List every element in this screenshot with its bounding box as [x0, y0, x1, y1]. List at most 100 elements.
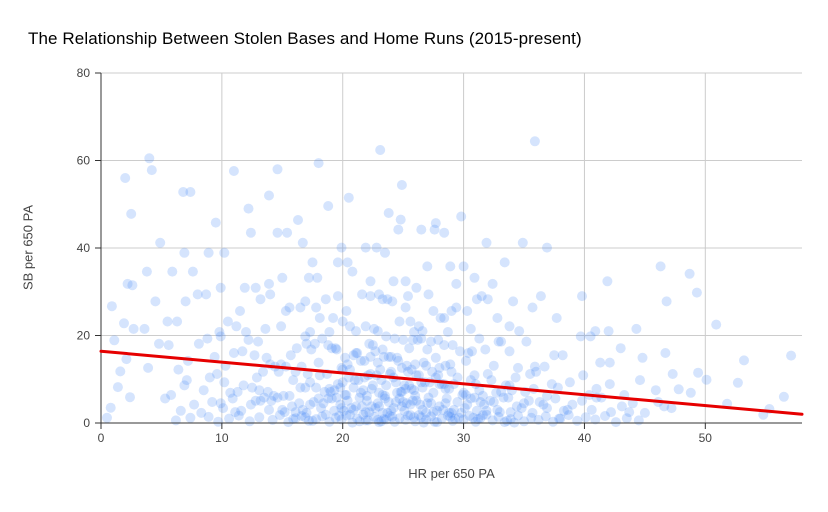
- data-point: [621, 413, 632, 424]
- data-point: [604, 357, 615, 368]
- data-point: [342, 257, 353, 268]
- data-point: [203, 247, 214, 258]
- data-point: [311, 382, 322, 393]
- data-point: [388, 276, 399, 287]
- data-point: [300, 382, 311, 393]
- data-point: [488, 360, 499, 371]
- data-point: [388, 403, 399, 414]
- data-point: [193, 338, 204, 349]
- data-point: [513, 410, 523, 421]
- data-point: [163, 340, 174, 351]
- data-point: [440, 398, 451, 409]
- data-point: [323, 201, 334, 211]
- data-point: [392, 352, 403, 363]
- data-point: [538, 399, 549, 410]
- data-point: [446, 366, 457, 377]
- data-point: [416, 333, 427, 344]
- data-point: [187, 266, 198, 277]
- data-point: [416, 224, 427, 235]
- data-point: [141, 266, 152, 277]
- data-point: [346, 403, 357, 414]
- data-point: [354, 392, 365, 403]
- data-point: [684, 268, 695, 279]
- data-point: [340, 352, 351, 363]
- data-point: [422, 344, 433, 355]
- data-point: [600, 411, 610, 421]
- data-point: [474, 333, 485, 344]
- data-point: [255, 395, 266, 406]
- data-point: [442, 327, 453, 337]
- data-point: [551, 313, 562, 323]
- data-point: [464, 411, 475, 421]
- data-point: [324, 383, 335, 394]
- data-point: [245, 399, 256, 410]
- data-point: [236, 405, 247, 416]
- data-point: [266, 395, 277, 406]
- data-point: [477, 410, 488, 421]
- data-point: [496, 336, 507, 347]
- data-point: [241, 327, 251, 337]
- data-point: [366, 383, 377, 394]
- data-point: [326, 343, 337, 354]
- data-point: [295, 382, 306, 393]
- data-point: [386, 366, 397, 377]
- data-point: [317, 333, 328, 344]
- data-point: [274, 410, 285, 421]
- data-point: [404, 380, 415, 391]
- data-point: [185, 412, 196, 423]
- data-point: [471, 405, 482, 416]
- data-point: [287, 401, 297, 412]
- data-point: [167, 266, 178, 277]
- data-point: [786, 350, 797, 361]
- data-point: [434, 401, 445, 412]
- data-point: [673, 384, 684, 395]
- data-point: [265, 289, 276, 300]
- data-point: [189, 399, 200, 410]
- data-point: [380, 393, 390, 404]
- data-point: [458, 261, 469, 272]
- data-point: [335, 399, 346, 410]
- data-point: [181, 375, 192, 386]
- data-point: [354, 416, 365, 427]
- data-point: [410, 416, 421, 427]
- data-point: [403, 410, 413, 421]
- data-point: [400, 276, 411, 287]
- data-point: [335, 382, 346, 393]
- data-point: [367, 380, 378, 391]
- data-point: [345, 409, 355, 420]
- data-point: [351, 348, 361, 358]
- data-point: [529, 361, 540, 372]
- data-point: [250, 395, 261, 406]
- data-point: [383, 397, 394, 407]
- data-point: [463, 348, 474, 358]
- data-point: [329, 385, 340, 396]
- data-point: [359, 355, 370, 366]
- data-point: [503, 392, 514, 403]
- data-point: [403, 291, 413, 302]
- data-point: [539, 361, 550, 372]
- data-point: [384, 411, 395, 421]
- data-point: [390, 397, 401, 407]
- data-point: [461, 355, 471, 366]
- data-point: [519, 416, 529, 427]
- data-point: [316, 403, 326, 414]
- data-point: [146, 165, 157, 176]
- data-point: [290, 407, 301, 418]
- x-axis-title: HR per 650 PA: [408, 466, 495, 481]
- data-point: [510, 372, 521, 383]
- data-point: [448, 404, 459, 415]
- data-point: [348, 404, 359, 415]
- data-point: [215, 282, 226, 293]
- data-point: [521, 336, 532, 347]
- data-point: [400, 383, 411, 394]
- data-point: [291, 343, 302, 354]
- data-point: [264, 404, 274, 415]
- data-point: [262, 386, 273, 397]
- data-point: [232, 386, 243, 397]
- data-point: [446, 306, 457, 316]
- data-point: [415, 399, 426, 410]
- data-point: [486, 375, 497, 386]
- data-point: [412, 334, 423, 345]
- data-point: [280, 306, 291, 316]
- data-point: [228, 166, 239, 176]
